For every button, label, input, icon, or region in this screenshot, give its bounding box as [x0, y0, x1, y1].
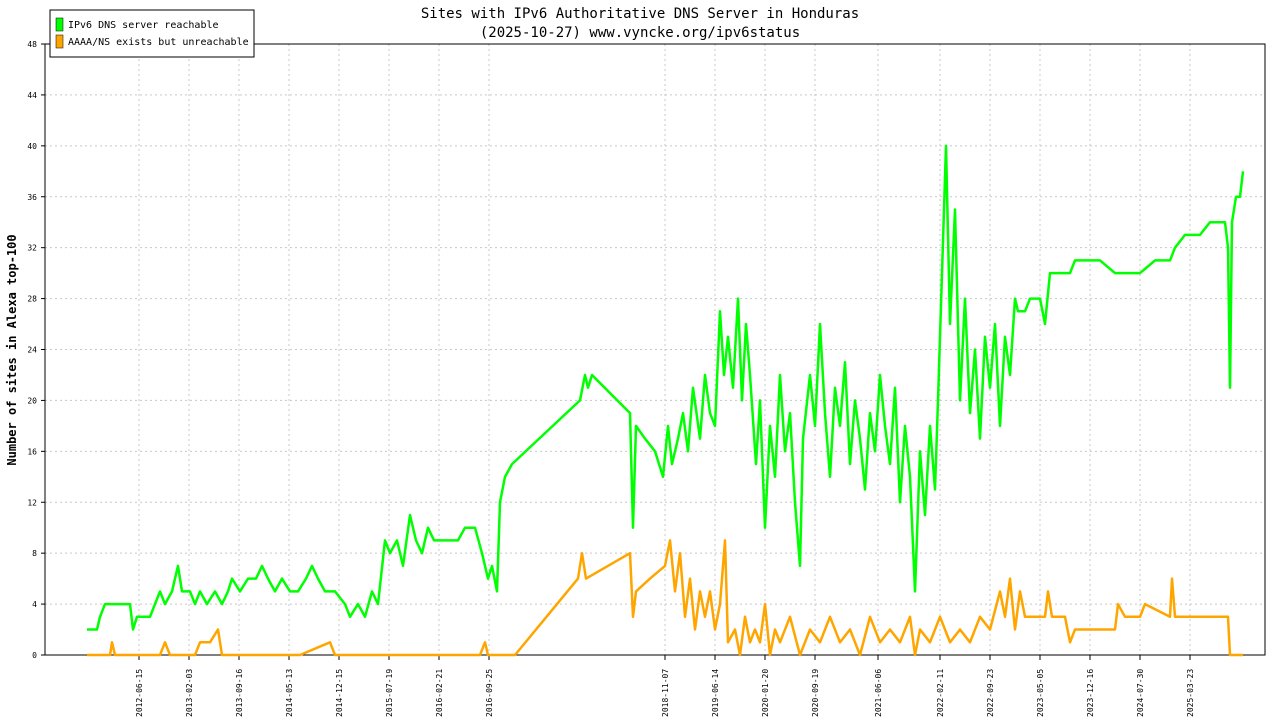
x-tick-label: 2016-02-21 — [435, 669, 444, 717]
y-axis-label: Number of sites in Alexa top-100 — [5, 234, 19, 465]
y-tick-label: 20 — [27, 396, 37, 405]
grid — [45, 43, 1265, 656]
y-tick-label: 36 — [27, 193, 37, 202]
x-tick-label: 2020-01-20 — [761, 669, 770, 717]
legend-swatch — [55, 34, 64, 49]
x-tick-label: 2013-09-16 — [235, 669, 244, 717]
x-tick-label: 2023-12-16 — [1086, 669, 1095, 717]
x-tick-label: 2016-09-25 — [485, 669, 494, 717]
x-tick-label: 2020-09-19 — [811, 669, 820, 717]
y-tick-label: 24 — [27, 346, 37, 355]
y-tick-label: 16 — [27, 447, 37, 456]
x-tick-label: 2019-06-14 — [711, 669, 720, 717]
y-tick-label: 44 — [27, 91, 37, 100]
x-tick-label: 2013-02-03 — [185, 669, 194, 717]
chart-subtitle: (2025-10-27) www.vyncke.org/ipv6status — [480, 25, 800, 41]
x-tick-label: 2014-12-15 — [335, 669, 344, 717]
y-tick-label: 28 — [27, 295, 37, 304]
y-tick-label: 0 — [32, 651, 37, 660]
x-tick-label: 2023-05-05 — [1036, 669, 1045, 717]
y-tick-label: 12 — [27, 498, 37, 507]
y-tick-label: 40 — [27, 142, 37, 151]
plot-frame — [44, 43, 1266, 656]
x-tick-label: 2022-09-23 — [986, 669, 995, 717]
y-tick-label: 48 — [27, 40, 37, 49]
x-tick-label: 2014-05-13 — [285, 669, 294, 717]
legend-box — [49, 9, 255, 58]
x-tick-label: 2024-07-30 — [1136, 669, 1145, 717]
y-tick-label: 32 — [27, 244, 37, 253]
series-line — [87, 539, 1243, 657]
y-tick-label: 4 — [32, 600, 37, 609]
x-tick-label: 2022-02-11 — [936, 669, 945, 717]
legend-swatch — [55, 17, 64, 32]
series-line — [87, 144, 1245, 631]
x-tick-label: 2012-06-15 — [135, 669, 144, 717]
x-tick-label: 2015-07-19 — [385, 669, 394, 717]
x-tick-label: 2018-11-07 — [661, 669, 670, 717]
legend-label: AAAA/NS exists but unreachable — [68, 37, 249, 48]
y-tick-label: 8 — [32, 549, 37, 558]
chart-title: Sites with IPv6 Authoritative DNS Server… — [421, 6, 859, 22]
legend-label: IPv6 DNS server reachable — [68, 20, 219, 31]
x-tick-label: 2025-03-23 — [1186, 669, 1195, 717]
x-tick-label: 2021-06-06 — [874, 669, 883, 717]
